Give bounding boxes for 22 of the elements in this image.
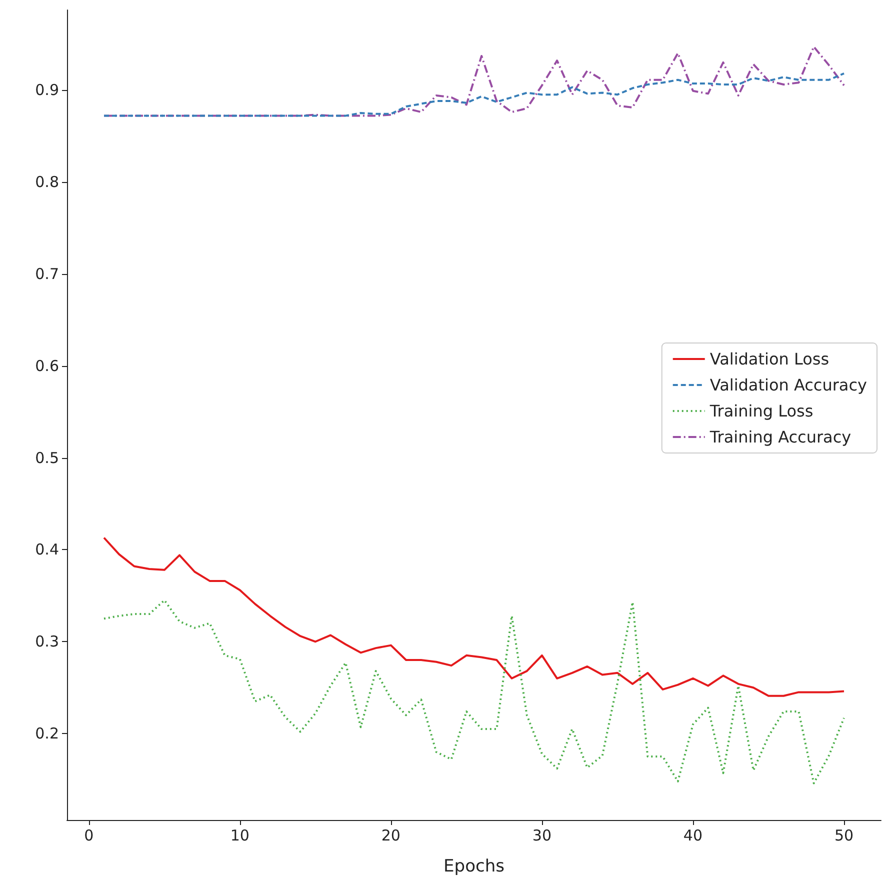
y-tick-label: 0.2	[35, 724, 59, 743]
y-tick-label: 0.7	[35, 264, 59, 283]
x-tick-label: 20	[381, 826, 400, 844]
y-tick-label: 0.6	[35, 356, 59, 375]
line-series	[103, 536, 845, 697]
legend-label: Training Accuracy	[708, 428, 852, 446]
x-axis-title: Epochs	[444, 856, 505, 876]
y-tick-label: 0.8	[35, 172, 59, 191]
x-tick-label: 30	[532, 826, 552, 844]
line-series	[103, 599, 845, 784]
legend-label: Validation Loss	[710, 350, 830, 368]
x-tick-label: 0	[84, 826, 94, 844]
line-series	[103, 72, 845, 117]
legend-label: Training Loss	[708, 402, 814, 420]
legend-label: Validation Accuracy	[710, 376, 867, 394]
y-tick-label: 0.4	[35, 540, 59, 559]
y-tick-label: 0.5	[35, 448, 59, 467]
x-tick-label: 10	[230, 826, 250, 844]
y-tick-label: 0.3	[35, 632, 59, 651]
y-tick-label: 0.9	[35, 80, 59, 99]
x-tick-label: 40	[683, 826, 703, 844]
x-tick-label: 50	[834, 826, 854, 844]
